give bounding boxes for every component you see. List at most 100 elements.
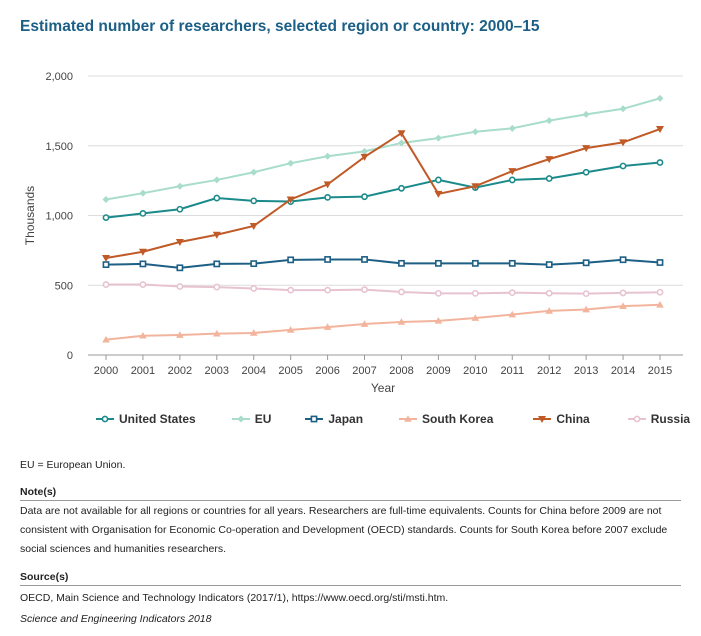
south-korea-point [176, 331, 184, 338]
russia-point [619, 289, 627, 297]
eu-point [397, 139, 405, 147]
china-point [323, 181, 332, 189]
china-point [471, 183, 480, 191]
notes-text: Data are not available for all regions o… [20, 505, 668, 555]
russia-point [656, 288, 664, 296]
eu-point [213, 176, 221, 184]
x-tick-label: 2004 [241, 365, 265, 377]
x-tick-label: 2001 [131, 365, 155, 377]
china-point [434, 190, 443, 198]
legend-label: United States [119, 412, 196, 426]
south-korea-point [582, 305, 590, 313]
legend-item-united-states[interactable]: United States [96, 412, 196, 426]
south-korea-point [323, 323, 332, 330]
series-eu [102, 94, 664, 203]
x-tick-label: 2003 [205, 365, 229, 377]
china-point [286, 196, 295, 204]
x-tick-label: 2002 [168, 365, 192, 377]
china-point [360, 153, 369, 161]
japan-point [582, 259, 590, 267]
legend-item-china[interactable]: China [533, 412, 590, 426]
series-russia [102, 281, 664, 298]
south-korea-point [656, 300, 664, 308]
legend-swatch [96, 415, 114, 423]
china-point [249, 222, 258, 230]
eu-point [656, 94, 664, 102]
japan-point [471, 259, 479, 267]
china-point [508, 168, 517, 176]
source-heading: Source(s) [20, 571, 681, 586]
china-point [582, 145, 591, 153]
eu-point [545, 117, 553, 125]
japan-point [398, 259, 405, 267]
legend-swatch [533, 416, 552, 423]
x-tick-label: 2006 [315, 365, 339, 377]
south-korea-point [434, 317, 443, 324]
russia-point [508, 289, 516, 297]
y-tick-label: 500 [55, 280, 73, 292]
eu-point [324, 152, 332, 160]
x-tick-label: 2007 [352, 365, 376, 377]
x-tick-label: 2010 [463, 365, 487, 377]
eu-point [434, 134, 442, 142]
russia-point [213, 283, 221, 291]
x-tick-label: 2015 [648, 365, 672, 377]
united-states-point [545, 175, 553, 182]
legend-item-eu[interactable]: EU [231, 412, 272, 426]
eu-point [250, 168, 258, 176]
series-china [102, 126, 664, 263]
legend-label: Japan [328, 412, 364, 426]
x-axis-title: Year [371, 381, 395, 395]
china-line [105, 128, 661, 260]
china-point [545, 156, 554, 164]
legend-item-south-korea[interactable]: South Korea [399, 412, 493, 426]
russia-point [102, 281, 110, 288]
eu-point [139, 189, 147, 197]
legend-marker [101, 415, 109, 423]
united-states-line [105, 161, 661, 219]
legend-marker [237, 415, 245, 423]
y-axis-title: Thousands [23, 186, 37, 245]
legend-swatch [399, 415, 418, 422]
legend-label: EU [254, 412, 272, 426]
chart-title: Estimated number of researchers, selecte… [20, 18, 540, 35]
legend-label: South Korea [422, 412, 494, 426]
japan-point [176, 264, 184, 272]
russia-point [250, 285, 258, 292]
japan-point [102, 261, 110, 269]
japan-point [508, 259, 516, 267]
united-states-point [619, 162, 627, 170]
legend-item-japan[interactable]: Japan [305, 412, 363, 426]
chart-legend: United States EU Japan South Korea China Russ… [96, 412, 690, 426]
russia-point [361, 286, 368, 293]
japan-point [213, 260, 221, 268]
legend-marker [538, 416, 547, 423]
japan-point [656, 259, 664, 266]
eu-point [102, 195, 110, 203]
south-korea-point [619, 302, 627, 309]
x-tick-label: 2014 [611, 365, 635, 377]
eu-point [508, 124, 516, 132]
united-states-point [361, 193, 368, 201]
legend-item-russia[interactable]: Russia [627, 412, 690, 426]
eu-point [287, 159, 295, 167]
eu-point [176, 182, 184, 190]
legend-marker [404, 415, 412, 422]
south-korea-point [471, 314, 480, 321]
eu-point [619, 105, 627, 113]
y-tick-label: 1,500 [45, 141, 73, 153]
united-states-point [250, 197, 258, 205]
series-south-korea [102, 300, 664, 343]
y-tick-label: 0 [67, 350, 73, 362]
japan-point [324, 256, 331, 263]
south-korea-point [286, 326, 295, 333]
russia-line [106, 283, 661, 295]
eu-point [361, 147, 369, 155]
legend-label: China [556, 412, 590, 426]
line-chart: 0 500 1,000 1,500 2,000 2000 2001 2002 2003 2004… [23, 71, 683, 395]
south-korea-point [545, 307, 553, 314]
y-tick-label: 2,000 [45, 71, 73, 83]
china-point [102, 255, 110, 263]
publication-credit: Science and Engineering Indicators 2018 [20, 613, 212, 625]
x-tick-label: 2008 [389, 365, 413, 377]
